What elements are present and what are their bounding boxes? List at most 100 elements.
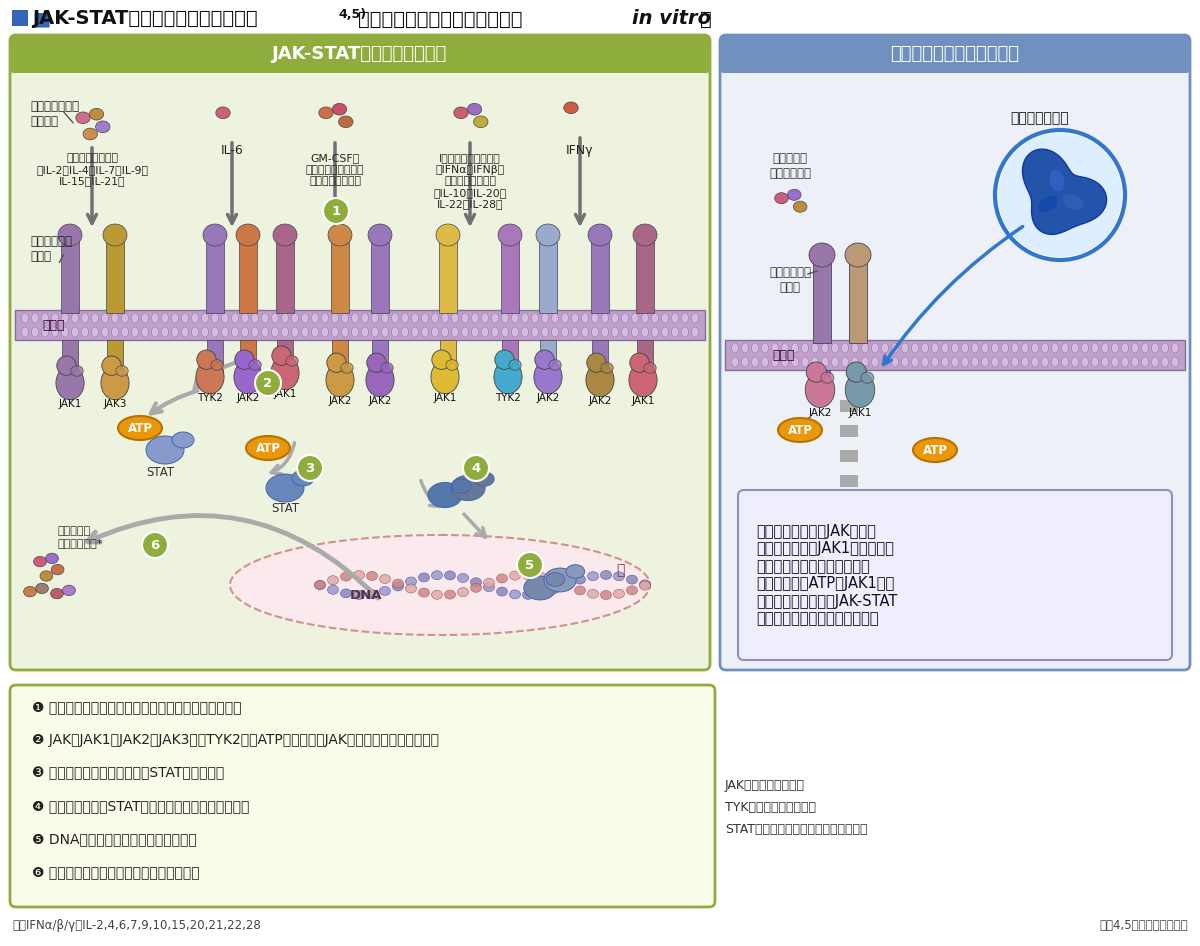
Ellipse shape — [1141, 343, 1148, 353]
Ellipse shape — [613, 589, 624, 598]
Ellipse shape — [640, 580, 650, 588]
Ellipse shape — [942, 357, 948, 367]
Ellipse shape — [809, 243, 835, 267]
Ellipse shape — [42, 313, 48, 323]
Ellipse shape — [451, 313, 458, 323]
Text: 6: 6 — [150, 538, 160, 552]
Text: ■: ■ — [32, 9, 50, 28]
Ellipse shape — [462, 313, 468, 323]
Ellipse shape — [319, 107, 334, 118]
Ellipse shape — [146, 436, 184, 464]
Ellipse shape — [1032, 343, 1038, 353]
Ellipse shape — [845, 243, 871, 267]
Ellipse shape — [484, 583, 494, 591]
Bar — [332, 340, 348, 375]
Ellipse shape — [342, 313, 348, 323]
Ellipse shape — [622, 327, 629, 337]
Ellipse shape — [532, 327, 539, 337]
Ellipse shape — [31, 313, 38, 323]
Ellipse shape — [552, 313, 558, 323]
Circle shape — [298, 455, 323, 481]
Circle shape — [998, 133, 1122, 257]
Bar — [439, 235, 457, 313]
Ellipse shape — [822, 357, 828, 367]
Bar — [331, 235, 349, 313]
Ellipse shape — [860, 372, 874, 383]
Ellipse shape — [502, 313, 509, 323]
Ellipse shape — [391, 327, 398, 337]
Ellipse shape — [470, 584, 481, 592]
Text: IL-6: IL-6 — [221, 144, 244, 157]
Ellipse shape — [286, 356, 299, 366]
Ellipse shape — [444, 590, 456, 599]
Text: ❶ サイトカイン又は成長因子と受容体が細胞外で結合: ❶ サイトカイン又は成長因子と受容体が細胞外で結合 — [32, 700, 241, 714]
Ellipse shape — [841, 357, 848, 367]
Text: JAK1: JAK1 — [274, 390, 296, 399]
Ellipse shape — [266, 474, 304, 502]
Ellipse shape — [232, 313, 239, 323]
Text: JAK-STATシグナル伝達経路: JAK-STATシグナル伝達経路 — [272, 45, 448, 63]
Ellipse shape — [642, 327, 648, 337]
Ellipse shape — [832, 357, 839, 367]
Ellipse shape — [412, 313, 419, 323]
Ellipse shape — [419, 588, 430, 597]
Text: フィルゴチニブ: フィルゴチニブ — [1010, 111, 1069, 125]
Text: サイトカイン
受容体: サイトカイン 受容体 — [30, 235, 72, 263]
FancyBboxPatch shape — [10, 685, 715, 907]
Ellipse shape — [451, 327, 458, 337]
Ellipse shape — [1092, 343, 1098, 353]
Bar — [239, 235, 257, 313]
Ellipse shape — [642, 313, 648, 323]
Ellipse shape — [548, 576, 559, 586]
Ellipse shape — [548, 585, 559, 594]
Ellipse shape — [601, 327, 608, 337]
Ellipse shape — [762, 343, 768, 353]
Ellipse shape — [1111, 343, 1118, 353]
Ellipse shape — [961, 343, 968, 353]
Ellipse shape — [562, 313, 569, 323]
Ellipse shape — [56, 366, 84, 400]
Ellipse shape — [845, 373, 875, 408]
Ellipse shape — [91, 313, 98, 323]
Text: 細胞膜: 細胞膜 — [772, 348, 794, 361]
Circle shape — [463, 455, 490, 481]
Ellipse shape — [811, 357, 818, 367]
Ellipse shape — [412, 327, 419, 337]
FancyBboxPatch shape — [10, 35, 710, 73]
Ellipse shape — [61, 313, 68, 323]
Ellipse shape — [1072, 357, 1079, 367]
Ellipse shape — [118, 416, 162, 440]
Ellipse shape — [192, 313, 198, 323]
Ellipse shape — [467, 103, 481, 115]
Ellipse shape — [262, 313, 269, 323]
Ellipse shape — [1012, 343, 1019, 353]
Ellipse shape — [34, 556, 47, 567]
Ellipse shape — [1051, 343, 1058, 353]
Ellipse shape — [481, 313, 488, 323]
Bar — [240, 340, 256, 375]
Text: TYK2: TYK2 — [496, 394, 521, 403]
Ellipse shape — [629, 363, 658, 396]
Ellipse shape — [582, 327, 588, 337]
Ellipse shape — [230, 535, 650, 635]
Ellipse shape — [1132, 357, 1139, 367]
Ellipse shape — [601, 313, 608, 323]
Bar — [502, 235, 520, 313]
Ellipse shape — [112, 313, 119, 323]
Ellipse shape — [246, 436, 290, 460]
Ellipse shape — [942, 343, 948, 353]
Ellipse shape — [548, 359, 562, 370]
Ellipse shape — [82, 327, 89, 337]
Ellipse shape — [314, 581, 325, 589]
Ellipse shape — [421, 327, 428, 337]
Ellipse shape — [470, 578, 481, 587]
Ellipse shape — [76, 112, 90, 124]
Text: JAK2: JAK2 — [809, 408, 832, 417]
Ellipse shape — [871, 357, 878, 367]
Ellipse shape — [432, 350, 451, 369]
Ellipse shape — [871, 343, 878, 353]
Text: STAT: STAT — [271, 501, 299, 515]
Ellipse shape — [361, 327, 368, 337]
Text: I型インターフェロン
（IFNα、IFNβ）
インターロイキン
（IL-10、IL-20、
IL-22、IL-28）: I型インターフェロン （IFNα、IFNβ） インターロイキン （IL-10、I… — [433, 153, 506, 209]
Text: ATP: ATP — [256, 442, 281, 454]
